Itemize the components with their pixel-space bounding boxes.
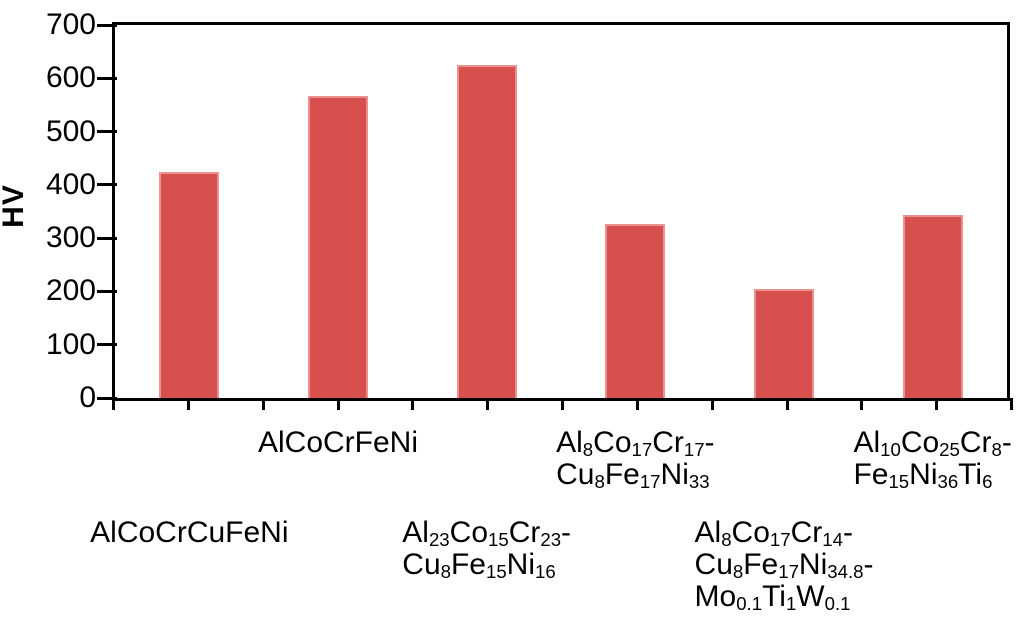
- category-label-2: AlCoCrFeNi: [257, 426, 419, 459]
- plot-area: [112, 22, 1010, 401]
- x-tick: [860, 398, 864, 410]
- y-tick-200: [97, 289, 117, 293]
- bar-1: [159, 171, 220, 398]
- y-tick-label-700: 700: [45, 8, 96, 41]
- y-tick-label-0: 0: [79, 381, 96, 414]
- y-tick-400: [97, 183, 117, 187]
- y-tick-500: [97, 130, 117, 134]
- y-tick-label-300: 300: [45, 221, 96, 255]
- y-tick-700: [97, 23, 117, 27]
- bar-2: [308, 96, 368, 398]
- category-label-1: AlCoCrCuFeNi: [90, 516, 289, 549]
- x-tick: [561, 398, 564, 410]
- x-tick: [785, 398, 789, 410]
- x-tick: [710, 398, 714, 410]
- bar-6: [902, 215, 963, 398]
- x-tick: [635, 398, 639, 410]
- bar-3: [456, 64, 517, 398]
- y-tick-label-400: 400: [45, 167, 96, 201]
- x-tick: [1010, 398, 1013, 410]
- category-label-5: Al8Co17Cr14- Cu8Fe17Ni34.8- Mo0.1Ti1W0.1: [694, 516, 874, 615]
- y-tick-label-100: 100: [45, 327, 96, 361]
- y-tick-label-200: 200: [45, 274, 96, 308]
- y-tick-label-500: 500: [45, 114, 96, 148]
- bar-5: [754, 289, 814, 398]
- y-tick-0: [97, 396, 117, 400]
- bar-4: [605, 223, 666, 398]
- x-tick: [186, 398, 190, 410]
- y-tick-label-600: 600: [45, 61, 96, 95]
- category-label-3: Al23Co15Cr23- Cu8Fe15Ni16: [402, 516, 572, 583]
- x-tick: [336, 398, 340, 410]
- category-label-6: Al10Co25Cr8- Fe15Ni36Ti6: [853, 426, 1012, 493]
- y-tick-600: [97, 76, 117, 80]
- x-tick: [411, 398, 415, 410]
- category-label-4: Al8Co17Cr17- Cu8Fe17Ni33: [556, 426, 715, 493]
- x-tick: [112, 398, 115, 410]
- y-tick-100: [97, 343, 117, 347]
- x-tick: [486, 398, 490, 410]
- x-tick: [261, 398, 265, 410]
- x-tick: [935, 398, 939, 410]
- y-tick-300: [97, 236, 117, 240]
